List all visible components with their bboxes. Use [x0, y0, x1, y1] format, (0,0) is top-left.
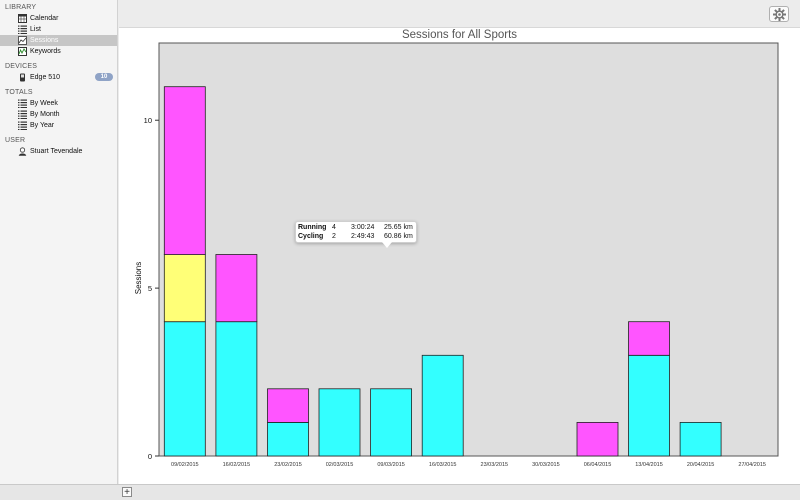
bar-segment [628, 354, 670, 457]
x-tick-label: 02/03/2015 [326, 462, 354, 468]
section-header-user: USER [5, 137, 26, 144]
bar-segment [267, 421, 309, 457]
sidebar-item-by-year[interactable]: By Year [0, 120, 117, 131]
sidebar-item-label: Edge 510 [30, 74, 60, 81]
list-icon [18, 121, 27, 130]
plot-background [158, 42, 779, 457]
chart-title: Sessions for All Sports [401, 29, 518, 41]
tooltip-time: 3:00:24 [351, 224, 375, 231]
bar-segment [628, 321, 670, 356]
tooltip-arrow [382, 242, 392, 248]
sidebar-item-label: Sessions [30, 37, 59, 44]
sidebar-item-keywords[interactable]: Keywords [0, 46, 117, 57]
bar-segment [163, 321, 206, 457]
sidebar-item-by-month[interactable]: By Month [0, 109, 117, 120]
x-tick-label: 20/04/2015 [687, 462, 715, 468]
tooltip-sport: Cycling [298, 233, 324, 240]
bar-segment [163, 254, 206, 323]
gear-icon [773, 8, 786, 21]
tooltip-sport: Running [298, 224, 327, 231]
x-tick-label: 09/02/2015 [171, 462, 199, 468]
section-header-devices: DEVICES [5, 63, 38, 70]
tooltip: Running 4 3:00:24 25.65 km Cycling 2 2:4… [295, 221, 417, 248]
settings-button[interactable] [769, 6, 789, 22]
tooltip-count: 2 [332, 233, 336, 240]
chart-icon [18, 36, 27, 45]
sessions-chart: Sessions 0 5 10 09/02/2015 16/02/2015 23/02/2… [134, 42, 779, 468]
sidebar-item-list[interactable]: List [0, 24, 117, 35]
count-badge: 10 [95, 73, 113, 81]
list-icon [18, 25, 27, 34]
sidebar-item-by-week[interactable]: By Week [0, 98, 117, 109]
sidebar-item-user[interactable]: Stuart Tevendale [0, 146, 117, 157]
sidebar-item-label: Calendar [30, 15, 59, 22]
section-header-totals: TOTALS [5, 89, 33, 96]
x-tick-label: 06/04/2015 [584, 462, 612, 468]
bottom-bar: + [0, 484, 800, 500]
sidebar-item-label: By Month [30, 111, 60, 118]
bar-segment [576, 421, 619, 457]
toolbar [119, 0, 800, 28]
bar-segment [318, 388, 361, 457]
y-tick-label: 10 [144, 116, 152, 125]
list-icon [18, 110, 27, 119]
tooltip-count: 4 [332, 224, 336, 231]
x-tick-label: 27/04/2015 [738, 462, 766, 468]
bar-segment [215, 321, 258, 457]
bar-segment [370, 388, 413, 457]
user-icon [18, 147, 27, 156]
bar-segment [215, 254, 258, 323]
sidebar-item-label: Stuart Tevendale [30, 148, 83, 155]
bar-segment [679, 421, 722, 457]
sidebar-item-sessions[interactable]: Sessions [0, 35, 117, 46]
sidebar-item-edge-510[interactable]: Edge 510 10 [0, 72, 117, 83]
add-button[interactable]: + [122, 487, 132, 498]
y-axis-label: Sessions [134, 262, 143, 294]
x-tick-label: 23/02/2015 [274, 462, 302, 468]
x-tick-label: 23/03/2015 [481, 462, 509, 468]
x-tick-label: 13/04/2015 [635, 462, 663, 468]
device-icon [20, 73, 25, 82]
x-tick-label: 16/02/2015 [223, 462, 251, 468]
sidebar-item-calendar[interactable]: Calendar [0, 13, 117, 24]
sidebar-item-label: By Year [30, 122, 55, 129]
y-tick-label: 0 [148, 452, 152, 461]
bar-segment [421, 354, 464, 457]
chart-area: Sessions for All Sports Sessions 0 5 10 09/… [119, 28, 800, 484]
bar-segment [267, 388, 309, 423]
sidebar-item-label: By Week [30, 100, 58, 107]
y-tick-label: 5 [148, 284, 152, 293]
tooltip-distance: 60.86 km [384, 233, 413, 240]
keywords-icon [18, 47, 27, 56]
x-tick-label: 30/03/2015 [532, 462, 560, 468]
calendar-icon [18, 14, 27, 23]
tooltip-distance: 25.65 km [384, 224, 413, 231]
x-tick-label: 16/03/2015 [429, 462, 457, 468]
bar-segment [163, 86, 206, 255]
sidebar-item-label: Keywords [30, 48, 61, 55]
main-content: Sessions for All Sports Sessions 0 5 10 09/… [119, 0, 800, 484]
section-header-library: LIBRARY [5, 4, 37, 11]
sidebar-item-label: List [30, 26, 41, 33]
x-tick-label: 09/03/2015 [377, 462, 405, 468]
sidebar: LIBRARY Calendar List Sessions Keywords … [0, 0, 118, 484]
tooltip-time: 2:49:43 [351, 233, 375, 240]
list-icon [18, 99, 27, 108]
